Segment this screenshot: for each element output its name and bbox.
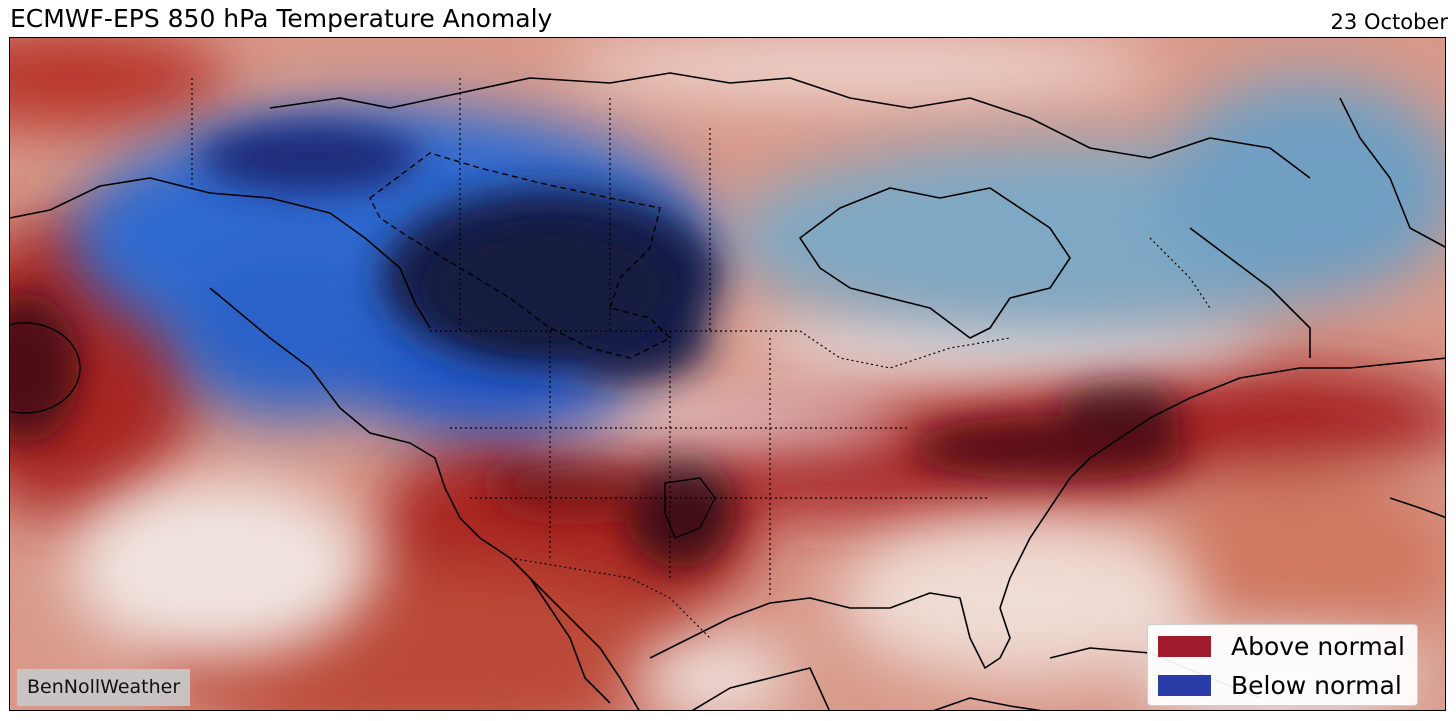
political-borders — [191, 78, 1211, 639]
caribbean-coast — [933, 697, 1043, 710]
arctic-coast — [269, 72, 1311, 179]
legend-item-below: Below normal — [1158, 670, 1402, 700]
us-mexico-border — [509, 557, 711, 639]
map-title: ECMWF-EPS 850 hPa Temperature Anomaly — [10, 4, 553, 33]
legend-label-above: Above normal — [1231, 631, 1405, 661]
labrador-coast — [1189, 227, 1311, 358]
province-line-4 — [1149, 237, 1211, 309]
forecast-date: 23 October — [1330, 10, 1448, 34]
map-legend: Above normal Below normal — [1147, 624, 1418, 706]
hudson-bay — [799, 187, 1071, 339]
central-america-coast — [691, 667, 830, 710]
core-cool-layer — [430, 228, 670, 348]
cold-core-contour — [369, 152, 672, 359]
anomaly-map-canvas — [10, 38, 1445, 710]
legend-item-above: Above normal — [1158, 631, 1405, 661]
legend-swatch-above — [1158, 635, 1211, 657]
anomaly-map[interactable] — [9, 37, 1446, 711]
gulf-coast — [649, 357, 1445, 669]
alaska-coast — [10, 177, 431, 329]
baja-coast — [529, 577, 611, 704]
west-coast — [209, 287, 640, 710]
greenland-coast — [1339, 97, 1445, 248]
legend-label-below: Below normal — [1231, 670, 1402, 700]
pacific-warm-core-contour — [10, 322, 81, 414]
coastlines — [10, 72, 1445, 710]
plains-warm-core-contour — [664, 477, 716, 539]
legend-swatch-below — [1158, 674, 1211, 696]
atlantic-island-coast — [1389, 497, 1445, 519]
watermark-label: BenNollWeather — [17, 669, 191, 706]
